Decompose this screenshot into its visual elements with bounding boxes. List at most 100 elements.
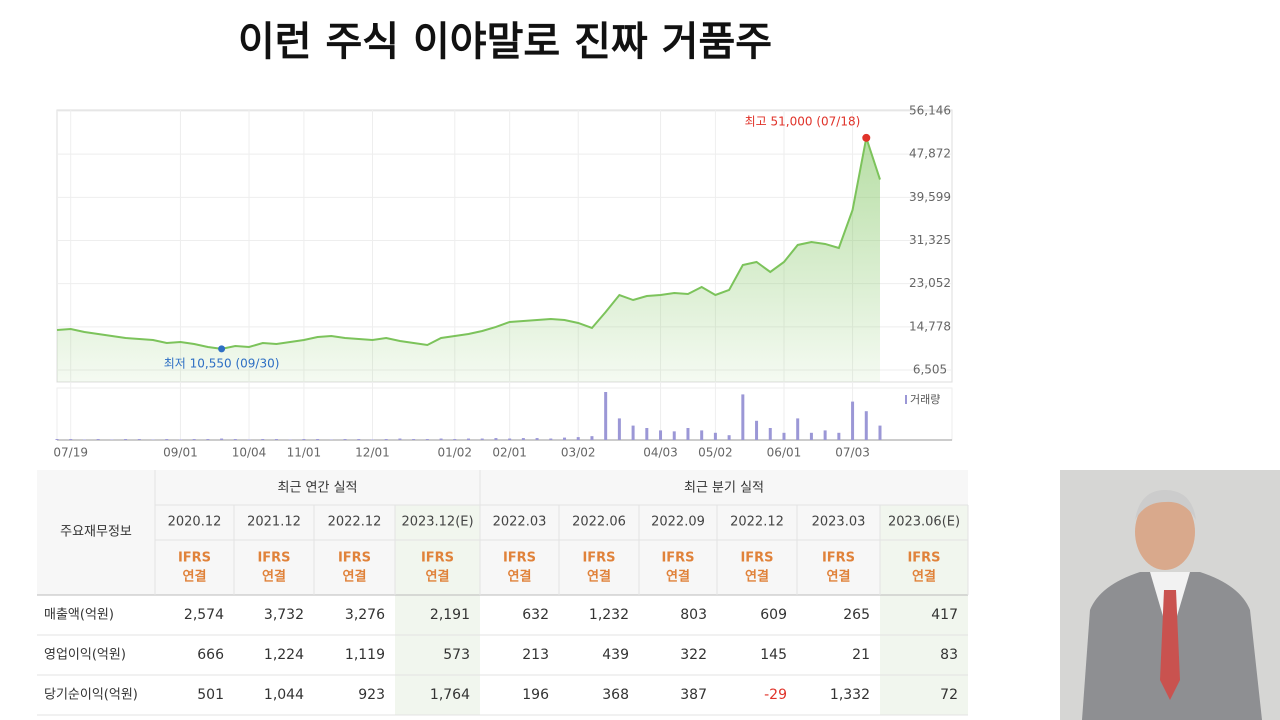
- standard: IFRS: [582, 551, 615, 566]
- cell: 1,764: [430, 687, 470, 703]
- volume-bar: [69, 439, 73, 440]
- volume-bar: [809, 432, 813, 440]
- x-tick-label: 11/01: [287, 446, 322, 460]
- group-header: 최근 연간 실적: [277, 481, 357, 496]
- cell: 417: [931, 607, 958, 623]
- area-fill: [57, 137, 880, 382]
- header-bg: [37, 470, 968, 595]
- cell: 803: [680, 607, 707, 623]
- volume-bar: [439, 438, 443, 440]
- standard: 연결: [343, 569, 367, 585]
- volume-bar: [672, 431, 676, 440]
- x-tick-label: 06/01: [767, 446, 802, 460]
- cell: 387: [680, 687, 707, 703]
- x-tick-label: 01/02: [437, 446, 472, 460]
- volume-bar: [192, 439, 196, 440]
- x-tick-label: 09/01: [163, 446, 198, 460]
- volume-bar: [220, 438, 224, 440]
- cell: 3,732: [264, 607, 304, 623]
- cell: 2,574: [184, 607, 224, 623]
- standard: IFRS: [178, 551, 211, 566]
- volume-bar: [453, 439, 457, 440]
- volume-bar: [274, 439, 278, 440]
- volume-bar: [96, 439, 100, 440]
- cell: 83: [940, 647, 958, 663]
- standard: 연결: [183, 569, 207, 585]
- volume-bar: [206, 439, 210, 440]
- volume-bar: [617, 418, 621, 440]
- cell: 2,191: [430, 607, 470, 623]
- low-point: [218, 345, 226, 353]
- volume-bar: [604, 392, 608, 440]
- volume-bar: [55, 439, 59, 440]
- volume-bar: [823, 430, 827, 440]
- volume-bar: [864, 411, 868, 440]
- volume-bar: [549, 438, 553, 440]
- volume-bar: [645, 428, 649, 440]
- row-label: 영업이익(억원): [44, 648, 126, 663]
- volume-bar: [796, 418, 800, 440]
- x-tick-label: 05/02: [698, 446, 733, 460]
- legend-label: 거래량: [910, 393, 940, 406]
- volume-bar: [357, 439, 361, 440]
- volume-frame: [56, 387, 953, 441]
- volume-bar: [659, 430, 663, 440]
- x-tick-label: 04/03: [643, 446, 678, 460]
- volume-bar: [384, 439, 388, 440]
- cell: 265: [843, 607, 870, 623]
- volume-bar: [508, 438, 512, 440]
- period: 2022.12: [328, 515, 382, 530]
- high-label: 최고 51,000 (07/18): [745, 114, 861, 128]
- standard: IFRS: [503, 551, 536, 566]
- y-tick-label: 6,505: [913, 363, 947, 377]
- standard: 연결: [827, 569, 851, 585]
- row-label: 매출액(억원): [44, 608, 114, 623]
- standard: 연결: [912, 569, 936, 585]
- cell: -29: [764, 687, 787, 703]
- cell: 213: [522, 647, 549, 663]
- period: 2020.12: [168, 515, 222, 530]
- y-tick-label: 23,052: [909, 276, 951, 290]
- volume-bar: [713, 432, 717, 440]
- group-header: 최근 분기 실적: [684, 481, 764, 496]
- volume-bar: [398, 438, 402, 440]
- volume-bar: [233, 439, 237, 440]
- standard: IFRS: [661, 551, 694, 566]
- period: 2022.03: [493, 515, 547, 530]
- cell: 573: [443, 647, 470, 663]
- low-label: 최저 10,550 (09/30): [164, 356, 280, 370]
- cell: 632: [522, 607, 549, 623]
- volume-bar: [631, 425, 635, 440]
- corner: 주요재무정보: [60, 525, 132, 540]
- cell: 72: [940, 687, 958, 703]
- standard: IFRS: [740, 551, 773, 566]
- cell: 1,044: [264, 687, 304, 703]
- cell: 322: [680, 647, 707, 663]
- cell: 145: [760, 647, 787, 663]
- cell: 368: [602, 687, 629, 703]
- row-label: 당기순이익(억원): [44, 688, 138, 703]
- volume-bar: [851, 401, 855, 440]
- price-line: [56, 133, 881, 350]
- volume-bar: [494, 438, 498, 440]
- cell: 3,276: [345, 607, 385, 623]
- volume-bar: [741, 394, 745, 440]
- x-tick-label: 10/04: [232, 446, 267, 460]
- volume-bar: [535, 438, 539, 440]
- cell: 666: [197, 647, 224, 663]
- period: 2022.12: [730, 515, 784, 530]
- presenter: [1060, 470, 1280, 720]
- standard: IFRS: [338, 551, 371, 566]
- x-tick-label: 12/01: [355, 446, 390, 460]
- volume-bar: [727, 435, 731, 440]
- y-tick-label: 14,778: [909, 319, 951, 333]
- volume-bar: [782, 432, 786, 440]
- volume-bar: [302, 439, 306, 440]
- cell: 196: [522, 687, 549, 703]
- volume-bar: [576, 437, 580, 440]
- y-tick-label: 31,325: [909, 233, 951, 247]
- standard: 연결: [508, 569, 532, 585]
- volume-bar: [878, 425, 882, 440]
- standard: IFRS: [257, 551, 290, 566]
